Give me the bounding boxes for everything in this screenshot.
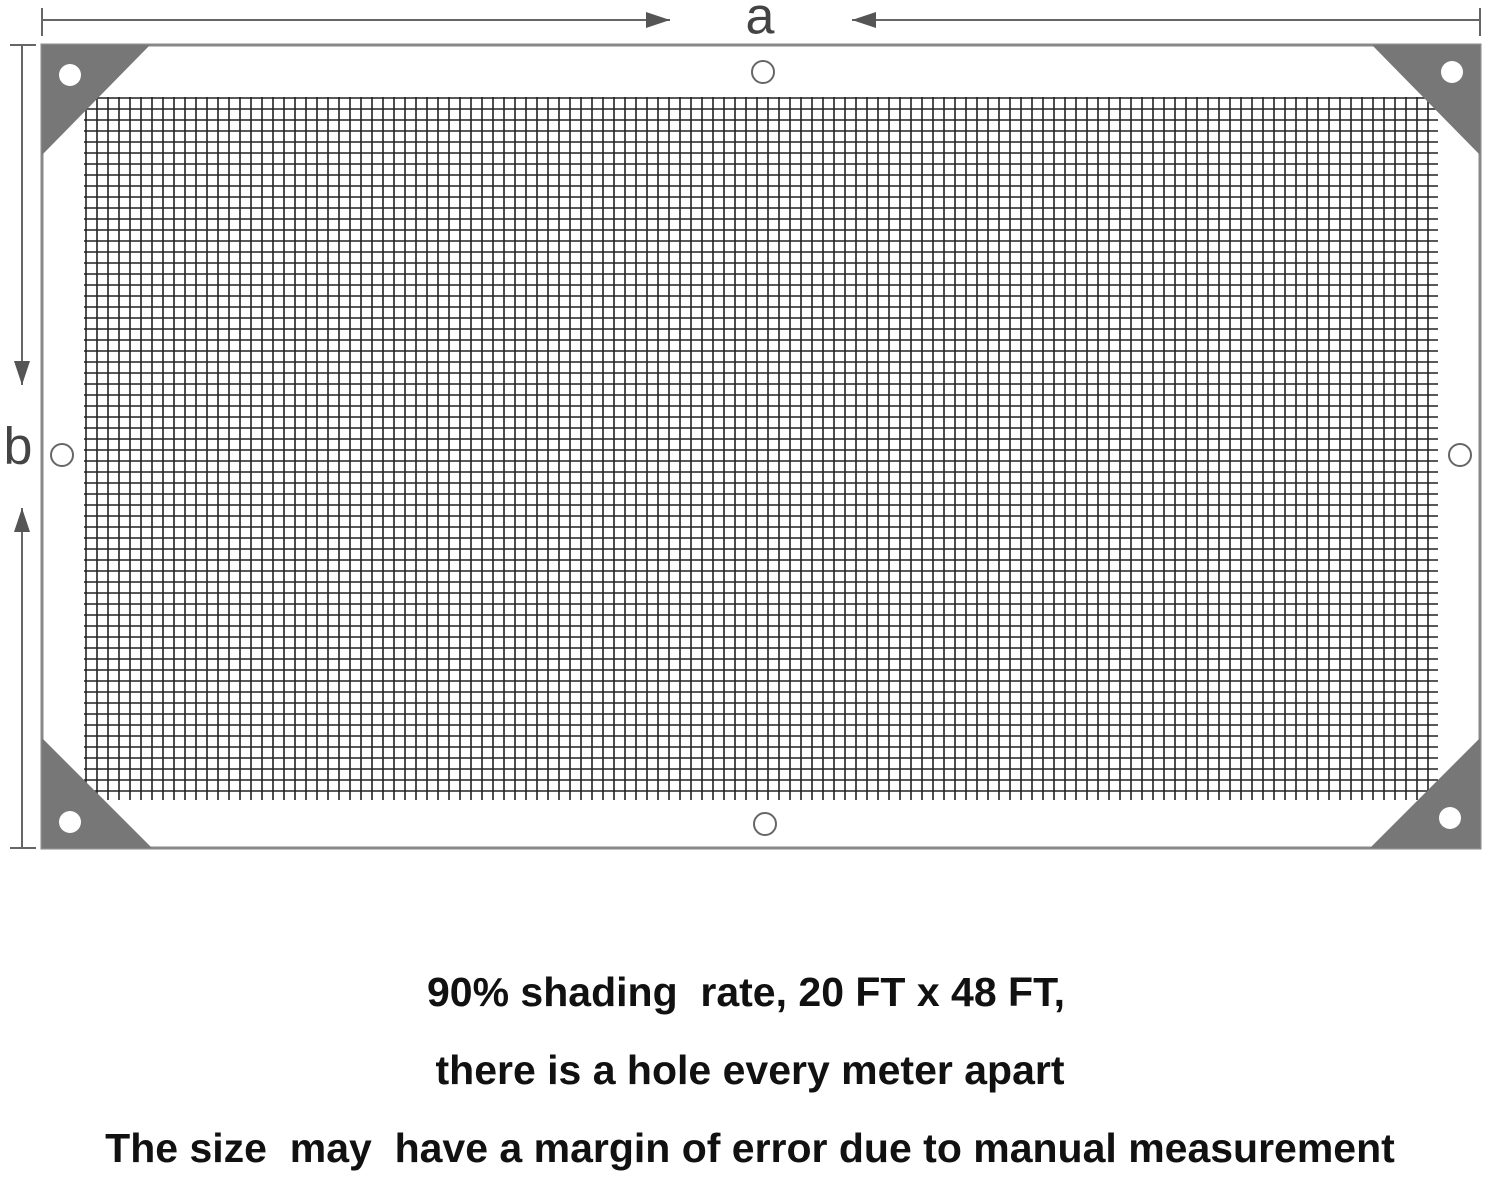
width-label: a	[746, 0, 775, 46]
caption-line: there is a hole every meter apart	[436, 1047, 1065, 1093]
corner-holes	[59, 61, 1463, 833]
net-frame	[40, 43, 1482, 850]
eyelets	[50, 60, 1472, 836]
dimension-lines	[10, 8, 1481, 849]
caption-line: The size may have a margin of error due …	[105, 1125, 1395, 1171]
height-label: b	[4, 418, 33, 476]
caption-line: 90% shading rate, 20 FT x 48 FT,	[427, 969, 1065, 1015]
mesh	[84, 97, 1438, 800]
corner-reinforcements	[42, 45, 1480, 848]
